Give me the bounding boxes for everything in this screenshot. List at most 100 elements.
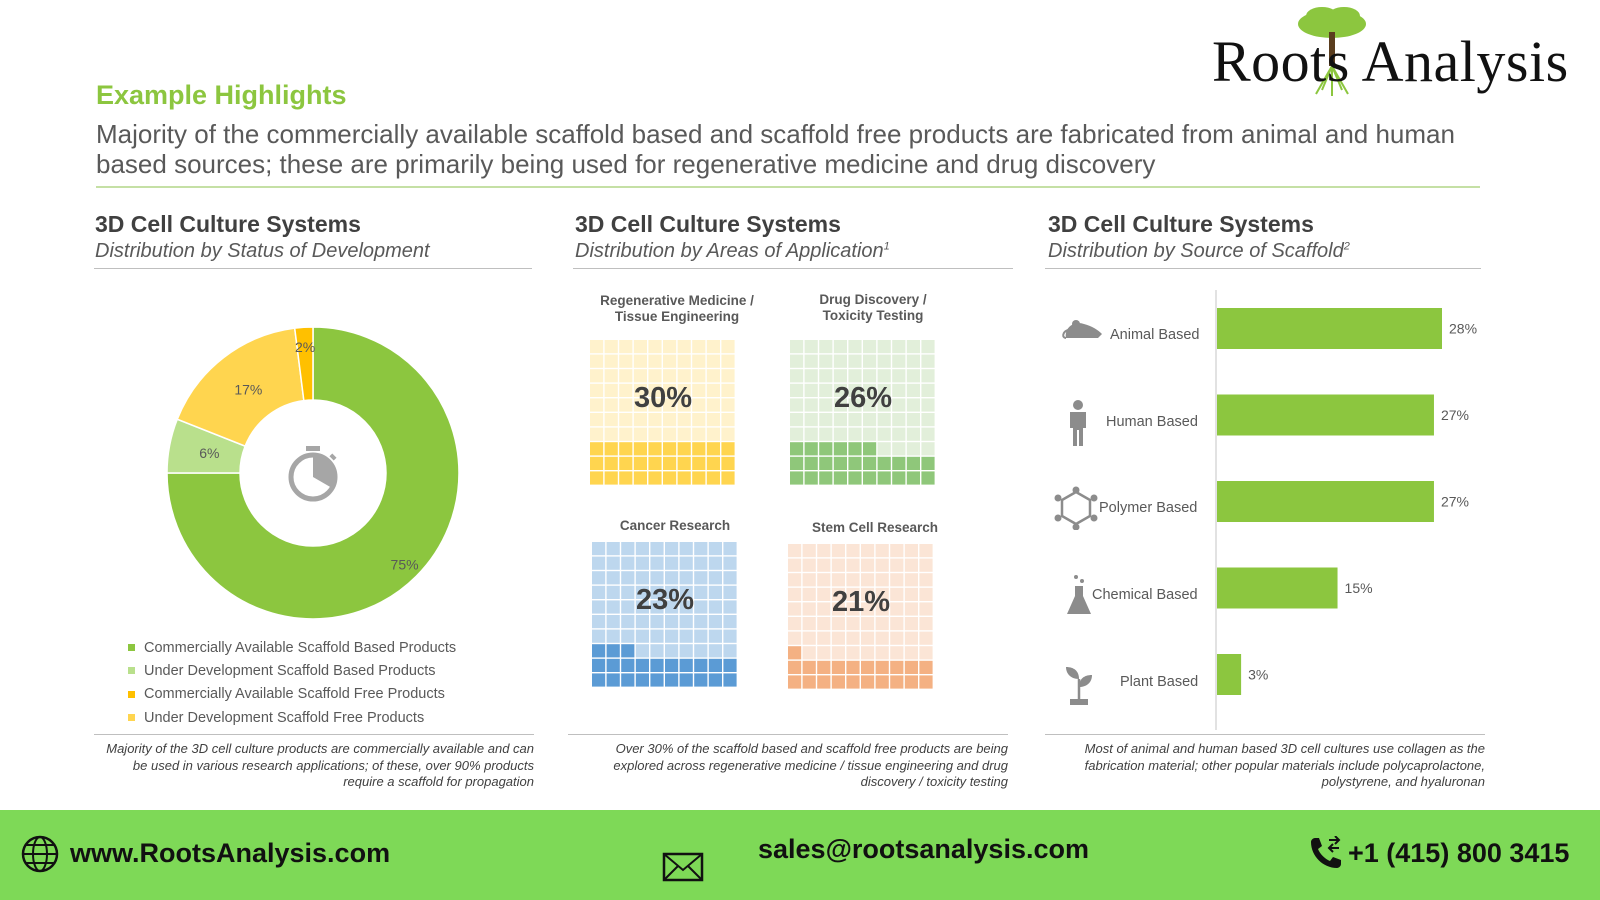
bar-chart: 28% 27% 27% 15% 3%	[1215, 290, 1477, 730]
waffle-cell	[804, 427, 818, 441]
waffle-cell	[621, 644, 635, 658]
panel-title-status: 3D Cell Culture Systems	[95, 211, 361, 237]
waffle-cell	[804, 369, 818, 383]
waffle-cell	[904, 631, 918, 645]
subtitle-text: Distribution by Source of Scaffold	[1048, 240, 1344, 262]
waffle-cell	[650, 585, 664, 599]
waffle-cell	[890, 544, 904, 558]
legend-label: Commercially Available Scaffold Free Pro…	[144, 686, 445, 703]
waffle-cell	[592, 556, 606, 570]
waffle-cell	[665, 658, 679, 672]
website-link[interactable]: www.RootsAnalysis.com	[70, 838, 391, 868]
waffle-cell	[619, 442, 633, 456]
waffle-cell	[706, 427, 720, 441]
waffle-cell	[861, 675, 875, 689]
waffle-grid	[790, 340, 935, 485]
waffle-cell	[819, 442, 833, 456]
waffle-cell	[694, 571, 708, 585]
waffle-cell	[875, 587, 889, 601]
waffle-cell	[619, 398, 633, 412]
waffle-cell	[677, 398, 691, 412]
waffle-cell	[694, 600, 708, 614]
waffle-cell	[892, 369, 906, 383]
waffle-cell	[833, 340, 847, 354]
waffle-cell	[621, 571, 635, 585]
waffle-cell	[919, 675, 933, 689]
slice-label: 2%	[295, 339, 315, 355]
waffle-cell	[846, 631, 860, 645]
waffle-cell	[906, 442, 920, 456]
waffle-cell	[919, 558, 933, 572]
waffle-cell	[819, 369, 833, 383]
waffle-cell	[604, 456, 618, 470]
contact-footer: www.RootsAnalysis.com sales@rootsanalysi…	[0, 810, 1600, 900]
note-divider	[568, 734, 1008, 735]
waffle-cell	[906, 427, 920, 441]
waffle-cell	[706, 398, 720, 412]
waffle-cell	[919, 631, 933, 645]
waffle-cell	[877, 471, 891, 485]
waffle-cell	[708, 542, 722, 556]
legend-swatch	[128, 644, 135, 652]
waffle-cell	[692, 340, 706, 354]
waffle-cell	[817, 573, 831, 587]
waffle-cell	[890, 587, 904, 601]
waffle-cell	[848, 398, 862, 412]
waffle-cell	[679, 585, 693, 599]
waffle-cell	[831, 675, 845, 689]
phone-number[interactable]: +1 (415) 800 3415	[1348, 838, 1570, 868]
waffle-cell	[804, 442, 818, 456]
waffle-cell	[663, 369, 677, 383]
waffle-cell	[692, 383, 706, 397]
waffle-cell	[817, 602, 831, 616]
waffle-cell	[790, 413, 804, 427]
waffle-cell	[590, 398, 604, 412]
waffle-cell	[848, 442, 862, 456]
waffle-cell	[846, 617, 860, 631]
waffle-cell	[921, 427, 935, 441]
waffle-cell	[606, 600, 620, 614]
waffle-cell	[833, 369, 847, 383]
bar-category-label: Chemical Based	[1092, 587, 1198, 603]
waffle-cell	[831, 660, 845, 674]
slice-label: 75%	[391, 557, 419, 573]
waffle-cell	[831, 587, 845, 601]
waffle-cell	[650, 615, 664, 629]
waffle-cell	[833, 354, 847, 368]
waffle-cell	[892, 427, 906, 441]
waffle-cell	[665, 629, 679, 643]
waffle-cell	[861, 602, 875, 616]
waffle-cell	[706, 354, 720, 368]
waffle-cell	[590, 340, 604, 354]
panel-title-source: 3D Cell Culture Systems	[1048, 211, 1314, 237]
waffle-cell	[804, 456, 818, 470]
waffle-cell	[663, 340, 677, 354]
panel-title-application: 3D Cell Culture Systems	[575, 211, 841, 237]
waffle-cell	[650, 600, 664, 614]
waffle-cell	[635, 542, 649, 556]
waffle-cell	[706, 369, 720, 383]
waffle-cell	[846, 544, 860, 558]
waffle-cell	[679, 571, 693, 585]
waffle-cell	[802, 675, 816, 689]
waffle-cell	[665, 600, 679, 614]
plant-icon	[1066, 667, 1092, 705]
waffle-cell	[863, 369, 877, 383]
waffle-cell	[677, 413, 691, 427]
waffle-cell	[633, 456, 647, 470]
waffle-cell	[708, 644, 722, 658]
waffle-cell	[904, 602, 918, 616]
email-link[interactable]: sales@rootsanalysis.com	[758, 834, 1089, 864]
waffle-cell	[633, 354, 647, 368]
waffle-cell	[650, 542, 664, 556]
waffle-cell	[890, 558, 904, 572]
waffle-cell	[723, 585, 737, 599]
waffle-cell	[831, 602, 845, 616]
flask-icon	[1067, 575, 1091, 614]
legend-item: Commercially Available Scaffold Free Pro…	[128, 683, 456, 706]
brand-logo[interactable]: Roots Analysis	[1212, 6, 1592, 98]
waffle-cell	[692, 354, 706, 368]
waffle-cell	[863, 398, 877, 412]
waffle-cell	[892, 413, 906, 427]
waffle-cell	[621, 556, 635, 570]
